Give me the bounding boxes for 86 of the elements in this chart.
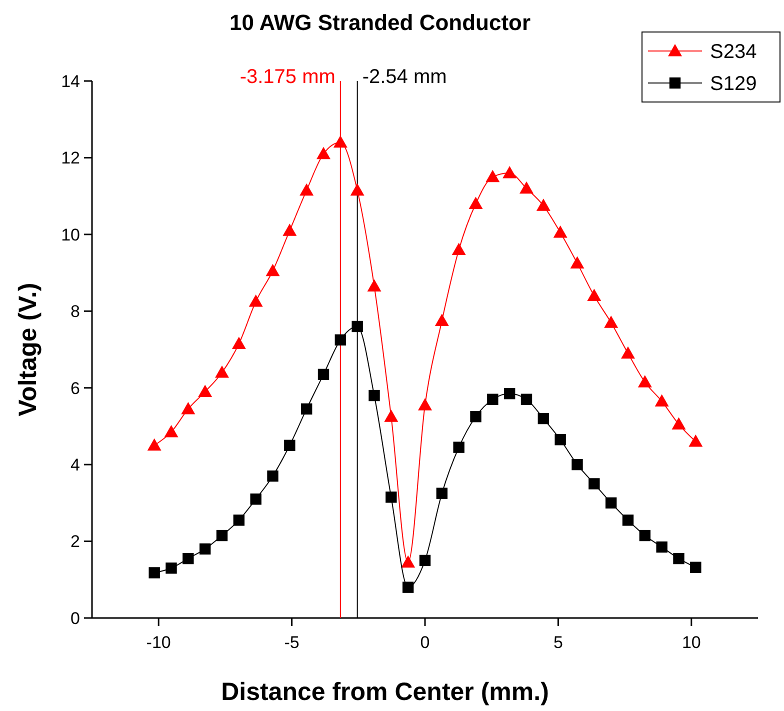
point (502, 166, 517, 178)
point (538, 412, 550, 424)
y-tick-label: 8 (70, 302, 80, 322)
point (199, 543, 211, 555)
point (232, 336, 246, 349)
point (470, 411, 482, 422)
point (486, 170, 500, 182)
point (215, 366, 230, 378)
y-tick-label: 2 (70, 532, 80, 552)
point (520, 181, 534, 194)
point (233, 514, 245, 526)
point (266, 264, 280, 276)
point (368, 390, 380, 402)
point (248, 294, 263, 307)
point (570, 256, 584, 268)
point (434, 314, 449, 326)
point (654, 394, 669, 407)
point (587, 288, 602, 302)
y-tick-label: 12 (61, 148, 80, 168)
point (672, 417, 686, 430)
point (487, 394, 498, 405)
point (318, 368, 330, 380)
point (520, 394, 532, 405)
point (622, 514, 634, 526)
y-tick-label: 0 (70, 608, 80, 628)
point (418, 398, 432, 410)
legend-label: S129 (710, 73, 757, 95)
x-tick-label: -10 (146, 633, 171, 652)
x-tick-label: 5 (553, 633, 563, 652)
point (250, 493, 262, 505)
point (419, 554, 431, 566)
point (334, 334, 346, 346)
point (673, 552, 684, 564)
x-tick-label: 10 (682, 633, 701, 652)
point (164, 424, 178, 438)
point (402, 582, 414, 593)
point (386, 492, 397, 503)
chart-title: 10 AWG Stranded Conductor (229, 10, 531, 35)
y-tick-label: 6 (70, 378, 80, 398)
point (216, 530, 228, 542)
point (300, 183, 314, 196)
point (536, 198, 550, 211)
y-axis-title: Voltage (V.) (14, 282, 42, 416)
point (453, 442, 464, 453)
point (316, 146, 330, 160)
y-tick-label: 10 (61, 225, 80, 244)
y-tick-label: 14 (61, 72, 80, 91)
point (181, 402, 196, 414)
point (384, 410, 398, 422)
point (572, 458, 583, 470)
point (553, 226, 568, 238)
point (436, 488, 448, 499)
point (554, 434, 566, 446)
point (639, 530, 651, 542)
point (282, 224, 297, 236)
point (350, 183, 364, 196)
point (352, 320, 363, 332)
x-axis-title: Distance from Center (mm.) (221, 678, 549, 706)
point (588, 478, 600, 490)
point (147, 438, 162, 451)
point (182, 552, 194, 564)
point (148, 567, 160, 578)
point (367, 279, 382, 292)
x-tick-label: -5 (284, 633, 300, 652)
ref-line-label: -2.54 mm (362, 66, 447, 88)
ref-line-label: -3.175 mm (240, 66, 336, 88)
legend-label: S234 (710, 41, 757, 63)
point (198, 384, 212, 397)
point (166, 562, 177, 574)
point (656, 541, 668, 553)
point (300, 403, 312, 415)
point (401, 555, 416, 568)
point (688, 434, 703, 447)
point (468, 196, 483, 209)
point (604, 316, 618, 328)
point (333, 135, 348, 148)
y-tick-label: 4 (70, 456, 80, 475)
point (620, 346, 635, 359)
point (267, 470, 278, 482)
point (690, 562, 702, 573)
point (605, 497, 617, 509)
point (638, 375, 652, 388)
point (284, 440, 296, 451)
x-tick-label: 0 (420, 633, 430, 652)
point (504, 388, 516, 400)
point (452, 242, 466, 256)
